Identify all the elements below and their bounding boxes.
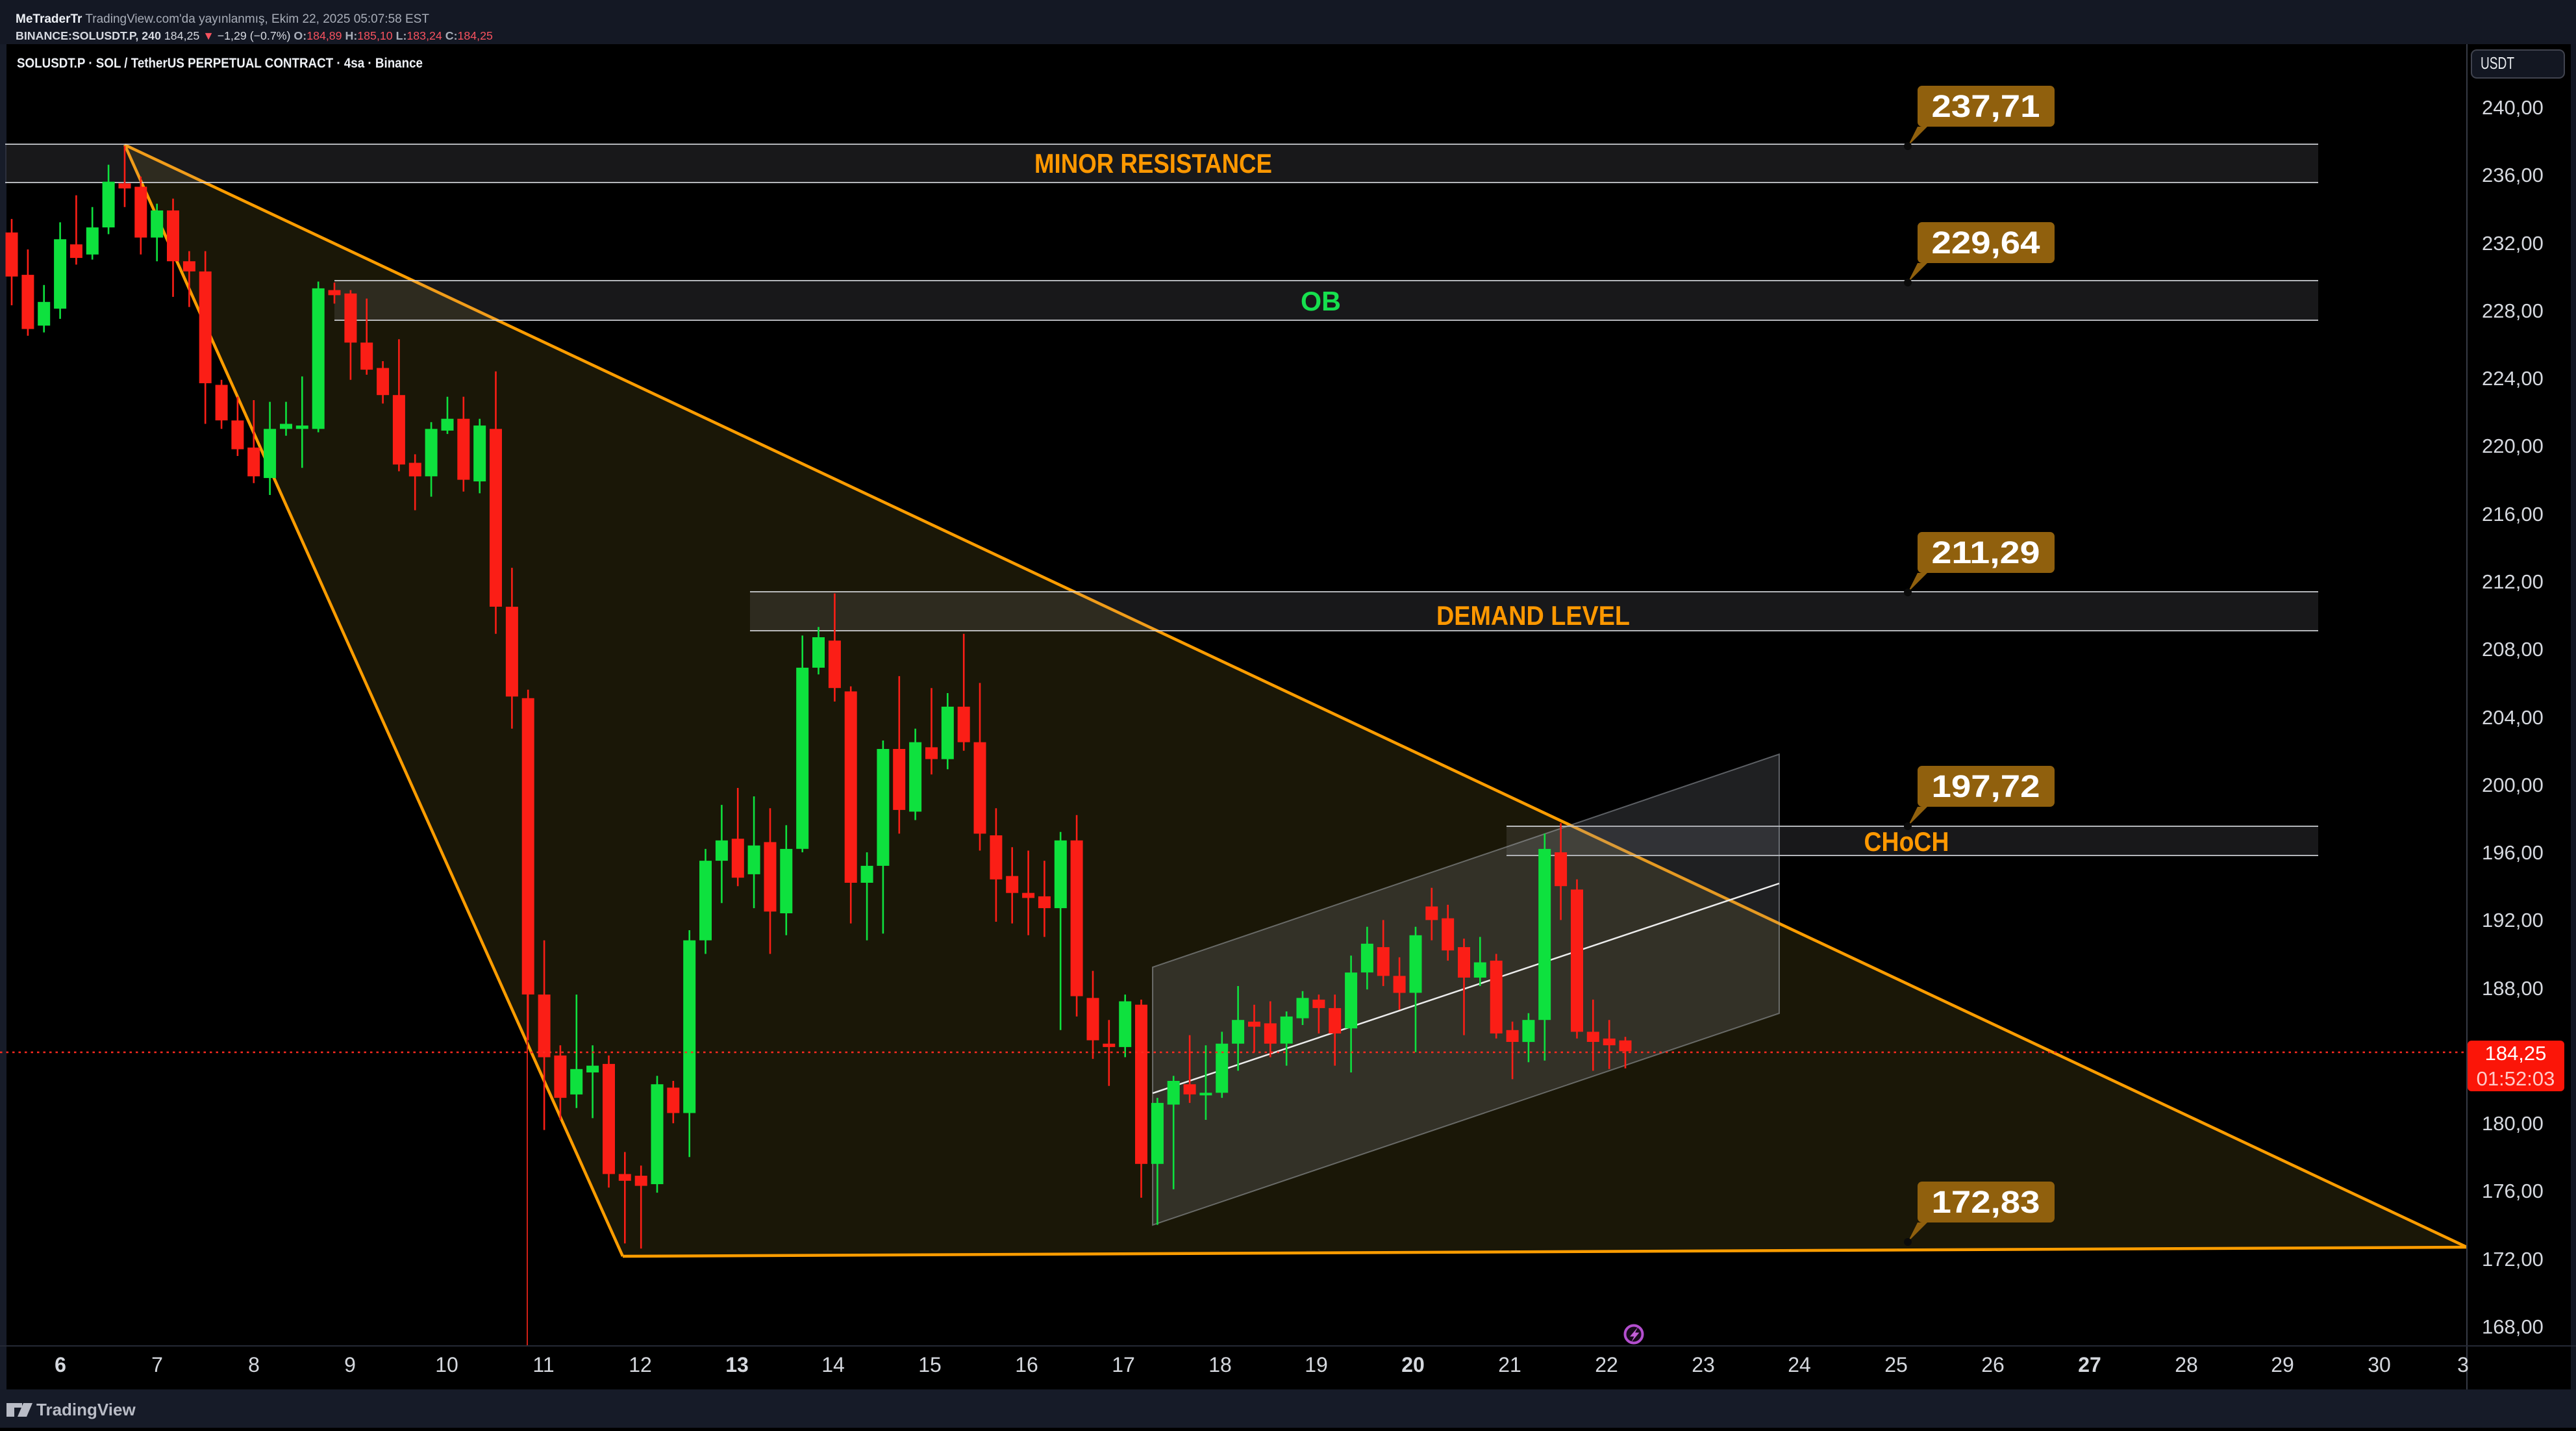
svg-text:DEMAND LEVEL: DEMAND LEVEL (1436, 600, 1630, 631)
svg-text:16: 16 (1015, 1353, 1038, 1376)
svg-text:224,00: 224,00 (2482, 367, 2544, 390)
svg-text:6: 6 (55, 1353, 66, 1376)
svg-text:TradingView: TradingView (36, 1400, 136, 1419)
svg-text:20: 20 (1401, 1353, 1425, 1376)
svg-text:30: 30 (2368, 1353, 2391, 1376)
svg-text:211,29: 211,29 (1932, 536, 2040, 570)
svg-text:176,00: 176,00 (2482, 1180, 2544, 1202)
svg-text:236,00: 236,00 (2482, 164, 2544, 186)
svg-text:172,83: 172,83 (1932, 1185, 2040, 1220)
svg-text:22: 22 (1595, 1353, 1618, 1376)
svg-text:240,00: 240,00 (2482, 96, 2544, 119)
svg-text:21: 21 (1498, 1353, 1521, 1376)
svg-text:29: 29 (2271, 1353, 2294, 1376)
svg-text:184,25: 184,25 (2485, 1042, 2547, 1065)
svg-text:232,00: 232,00 (2482, 232, 2544, 255)
svg-text:27: 27 (2078, 1353, 2101, 1376)
svg-text:212,00: 212,00 (2482, 570, 2544, 593)
svg-text:13: 13 (725, 1353, 749, 1376)
svg-text:12: 12 (629, 1353, 652, 1376)
svg-text:23: 23 (1692, 1353, 1715, 1376)
svg-text:228,00: 228,00 (2482, 299, 2544, 322)
svg-text:17: 17 (1112, 1353, 1135, 1376)
svg-text:9: 9 (344, 1353, 356, 1376)
svg-text:220,00: 220,00 (2482, 435, 2544, 457)
svg-text:11: 11 (532, 1353, 554, 1376)
svg-text:01:52:03: 01:52:03 (2477, 1067, 2555, 1090)
svg-text:26: 26 (1981, 1353, 2005, 1376)
svg-text:180,00: 180,00 (2482, 1112, 2544, 1135)
svg-text:24: 24 (1788, 1353, 1811, 1376)
svg-text:237,71: 237,71 (1932, 90, 2040, 124)
svg-text:188,00: 188,00 (2482, 977, 2544, 1000)
svg-text:168,00: 168,00 (2482, 1315, 2544, 1338)
svg-text:14: 14 (821, 1353, 845, 1376)
svg-text:3: 3 (2457, 1353, 2469, 1376)
svg-text:BINANCE:SOLUSDT.P, 240 184,25: BINANCE:SOLUSDT.P, 240 184,25 ▼ −1,29 (−… (16, 29, 493, 42)
svg-text:USDT: USDT (2481, 53, 2514, 73)
svg-text:208,00: 208,00 (2482, 638, 2544, 661)
svg-text:8: 8 (248, 1353, 260, 1376)
svg-text:200,00: 200,00 (2482, 774, 2544, 796)
svg-text:18: 18 (1208, 1353, 1232, 1376)
svg-text:15: 15 (918, 1353, 942, 1376)
svg-text:MINOR RESISTANCE: MINOR RESISTANCE (1034, 148, 1272, 179)
svg-text:25: 25 (1884, 1353, 1908, 1376)
svg-text:SOLUSDT.P · SOL / TetherUS PER: SOLUSDT.P · SOL / TetherUS PERPETUAL CON… (17, 56, 423, 71)
svg-text:7: 7 (151, 1353, 163, 1376)
svg-text:172,00: 172,00 (2482, 1248, 2544, 1271)
svg-text:229,64: 229,64 (1932, 226, 2040, 260)
svg-text:10: 10 (435, 1353, 458, 1376)
svg-text:196,00: 196,00 (2482, 841, 2544, 864)
svg-text:216,00: 216,00 (2482, 503, 2544, 526)
svg-text:204,00: 204,00 (2482, 706, 2544, 729)
svg-text:OB: OB (1301, 286, 1341, 316)
svg-text:28: 28 (2175, 1353, 2198, 1376)
svg-text:CHoCH: CHoCH (1864, 826, 1949, 857)
svg-text:19: 19 (1305, 1353, 1328, 1376)
svg-text:MeTraderTr TradingView.com'da: MeTraderTr TradingView.com'da yayınlanmı… (16, 12, 429, 26)
svg-text:197,72: 197,72 (1932, 770, 2040, 804)
svg-text:192,00: 192,00 (2482, 909, 2544, 931)
